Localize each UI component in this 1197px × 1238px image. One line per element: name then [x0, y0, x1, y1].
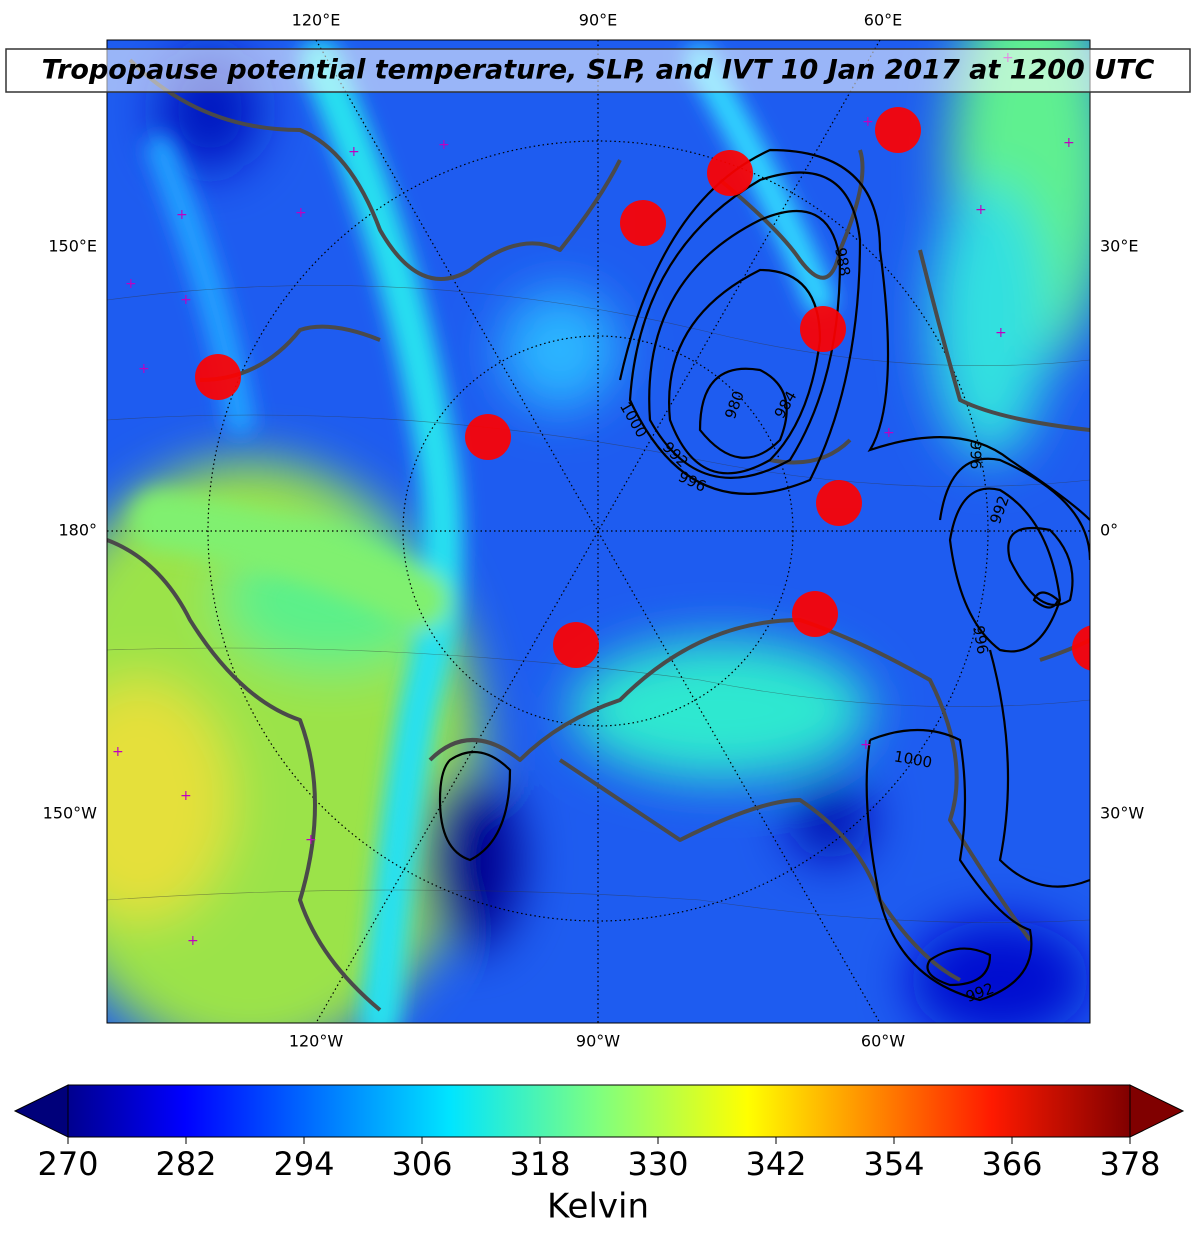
colorbar-tick-label: 342: [745, 1145, 806, 1183]
colorbar-label: Kelvin: [547, 1187, 649, 1227]
lat-label: 30°W: [1100, 804, 1144, 823]
map: +++ +++ +++ +++ +++ +++ 9889809841000992…: [107, 40, 1090, 1023]
svg-text:+: +: [348, 144, 360, 160]
colorbar: [67, 1084, 1131, 1138]
svg-text:+: +: [975, 202, 987, 218]
svg-text:+: +: [180, 292, 192, 308]
lon-label: 120°W: [289, 1032, 344, 1051]
colorbar-tick-label: 294: [273, 1145, 334, 1183]
colorbar-tick-label: 282: [155, 1145, 216, 1183]
colorbar-tick-label: 378: [1099, 1145, 1160, 1183]
svg-text:+: +: [138, 361, 150, 377]
lat-label: 180°: [58, 521, 97, 540]
lon-label: 120°E: [292, 11, 341, 30]
contour-label: 996: [967, 441, 985, 470]
colorbar-tick-label: 270: [37, 1145, 98, 1183]
lon-label: 90°E: [579, 11, 617, 30]
title: Tropopause potential temperature, SLP, a…: [42, 55, 1155, 86]
contour-label: 988: [831, 246, 854, 277]
colorbar-tick-label: 354: [863, 1145, 924, 1183]
lat-label: 150°E: [48, 237, 97, 256]
svg-text:+: +: [438, 137, 450, 153]
contour-label: 996: [969, 624, 992, 655]
svg-text:+: +: [125, 276, 137, 292]
svg-text:+: +: [883, 425, 895, 441]
svg-text:+: +: [1063, 135, 1075, 151]
lon-label: 90°W: [576, 1032, 620, 1051]
svg-text:+: +: [995, 325, 1007, 341]
svg-text:+: +: [187, 933, 199, 949]
lon-label: 60°E: [864, 11, 902, 30]
lat-label: 150°W: [43, 804, 98, 823]
svg-text:+: +: [112, 744, 124, 760]
lat-label: 30°E: [1100, 237, 1138, 256]
svg-text:+: +: [180, 788, 192, 804]
svg-text:+: +: [176, 207, 188, 223]
svg-text:+: +: [860, 737, 872, 753]
lon-label: 60°W: [861, 1032, 905, 1051]
colorbar-tick-label: 330: [627, 1145, 688, 1183]
colorbar-tick-label: 318: [509, 1145, 570, 1183]
svg-text:+: +: [305, 832, 317, 848]
svg-text:+: +: [862, 114, 874, 130]
colorbar-tick-label: 366: [981, 1145, 1042, 1183]
svg-text:+: +: [295, 205, 307, 221]
lat-label: 0°: [1100, 521, 1118, 540]
colorbar-tick-label: 306: [391, 1145, 452, 1183]
